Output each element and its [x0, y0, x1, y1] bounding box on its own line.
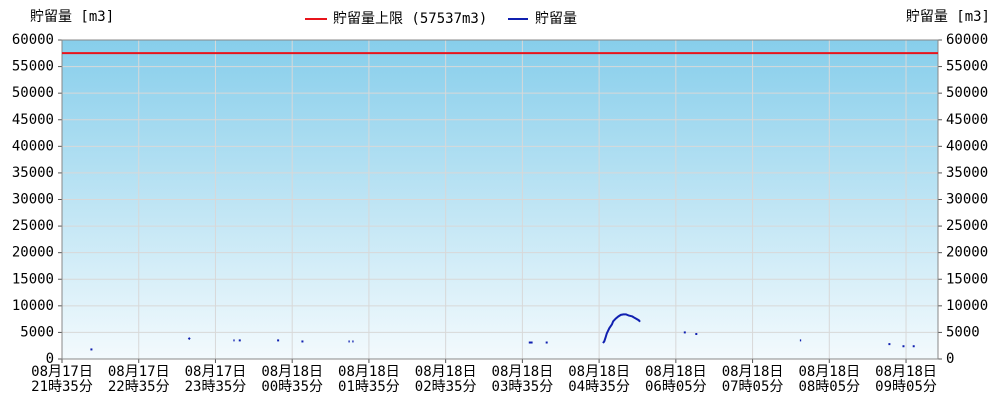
- data-point: [90, 348, 93, 351]
- x-tick-label: 08時05分: [798, 379, 860, 395]
- y2-tick-label: 5000: [946, 324, 980, 340]
- y2-tick-label: 10000: [946, 298, 988, 314]
- y-tick-label: 25000: [12, 218, 54, 234]
- y-tick-label: 40000: [12, 138, 54, 154]
- x-tick-label: 02時35分: [415, 379, 477, 395]
- y-tick-label: 55000: [12, 59, 54, 75]
- y2-tick-label: 55000: [946, 59, 988, 75]
- y-tick-label: 35000: [12, 165, 54, 181]
- x-tick-label: 08月18日: [645, 364, 707, 380]
- y2-tick-label: 40000: [946, 138, 988, 154]
- y2-axis-title: 貯留量 [m3]: [906, 9, 990, 25]
- y2-tick-label: 25000: [946, 218, 988, 234]
- x-tick-label: 23時35分: [185, 379, 247, 395]
- data-point: [888, 343, 891, 346]
- x-tick-label: 22時35分: [108, 379, 170, 395]
- y-tick-label: 5000: [20, 324, 54, 340]
- y-tick-label: 10000: [12, 298, 54, 314]
- x-tick-label: 01時35分: [338, 379, 400, 395]
- x-tick-label: 09時05分: [875, 379, 937, 395]
- y-tick-label: 20000: [12, 245, 54, 261]
- legend-label: 貯留量上限 (57537m3): [333, 11, 487, 27]
- data-point: [683, 331, 686, 334]
- data-point: [902, 345, 905, 348]
- x-tick-label: 04時35分: [568, 379, 630, 395]
- y-tick-label: 45000: [12, 112, 54, 128]
- y-tick-label: 60000: [12, 32, 54, 48]
- x-tick-label: 08月18日: [492, 364, 554, 380]
- data-point: [238, 339, 241, 342]
- x-tick-label: 08月18日: [568, 364, 630, 380]
- data-point: [301, 340, 304, 343]
- x-tick-label: 08月18日: [798, 364, 860, 380]
- y2-tick-label: 45000: [946, 112, 988, 128]
- data-point: [695, 333, 698, 336]
- x-tick-label: 08月18日: [261, 364, 323, 380]
- x-tick-label: 00時35分: [261, 379, 323, 395]
- y-tick-label: 50000: [12, 85, 54, 101]
- y-tick-label: 0: [46, 351, 54, 367]
- y-tick-label: 30000: [12, 192, 54, 208]
- y2-tick-label: 35000: [946, 165, 988, 181]
- data-point: [912, 345, 915, 348]
- y2-tick-label: 60000: [946, 32, 988, 48]
- x-tick-label: 08月17日: [31, 364, 93, 380]
- y2-tick-label: 0: [946, 351, 954, 367]
- x-tick-label: 08月18日: [875, 364, 937, 380]
- x-tick-label: 08月18日: [415, 364, 477, 380]
- plot-border: [61, 39, 939, 360]
- y-axis-title: 貯留量 [m3]: [30, 9, 114, 25]
- x-tick-label: 08月17日: [108, 364, 170, 380]
- x-tick-label: 03時35分: [492, 379, 554, 395]
- x-tick-label: 08月18日: [338, 364, 400, 380]
- legend-label: 貯留量: [535, 11, 577, 27]
- y2-tick-label: 15000: [946, 271, 988, 287]
- y2-tick-label: 30000: [946, 192, 988, 208]
- data-point: [545, 341, 548, 344]
- x-tick-label: 08月18日: [722, 364, 784, 380]
- x-tick-label: 08月17日: [185, 364, 247, 380]
- x-tick-label: 21時35分: [31, 379, 93, 395]
- data-line: [602, 313, 641, 344]
- y2-tick-label: 50000: [946, 85, 988, 101]
- data-line: [187, 337, 191, 340]
- y-tick-label: 15000: [12, 271, 54, 287]
- data-point: [277, 339, 280, 342]
- x-tick-label: 06時05分: [645, 379, 707, 395]
- y2-tick-label: 20000: [946, 245, 988, 261]
- x-tick-label: 07時05分: [722, 379, 784, 395]
